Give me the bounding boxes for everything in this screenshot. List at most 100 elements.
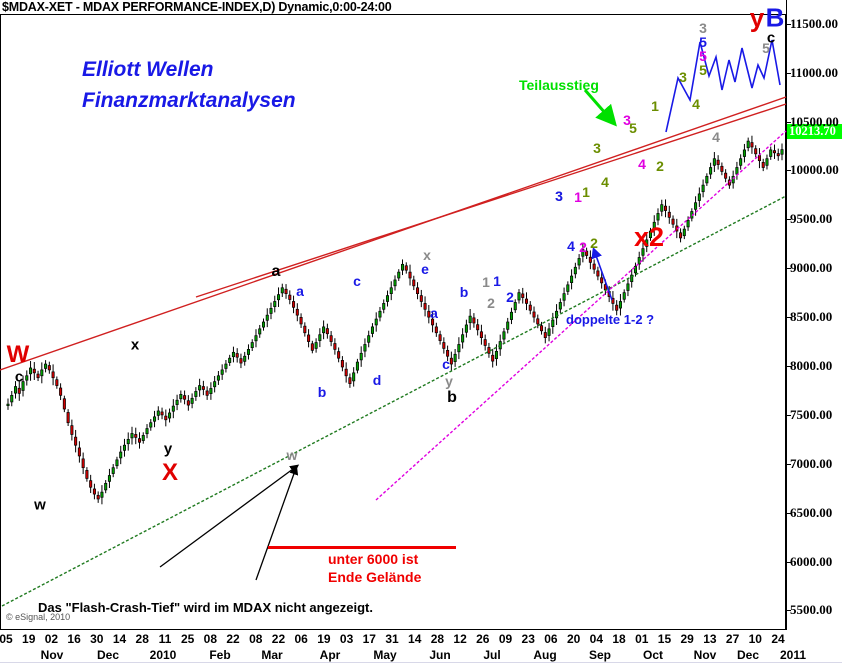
date-tick-day: 12 [453, 632, 467, 646]
wave-label: 5 [699, 48, 707, 64]
wave-label: 3 [593, 140, 601, 156]
wave-label: 5 [629, 120, 637, 136]
price-tick-mark [786, 23, 791, 25]
price-tick-mark [786, 463, 791, 465]
wave-label: 3 [679, 69, 687, 85]
date-tick-month: Jul [483, 648, 501, 662]
price-tick-label: 9000.00 [790, 260, 833, 276]
red-divider-bar [268, 546, 456, 549]
date-tick-day: 26 [476, 632, 490, 646]
date-tick-month: Oct [642, 648, 664, 662]
wave-label: X [161, 459, 179, 486]
date-tick-month: Dec [96, 648, 120, 662]
date-tick-day: 25 [180, 632, 195, 646]
wave-label: a [296, 283, 304, 299]
date-tick-day: 14 [408, 632, 422, 646]
price-tick-mark [786, 414, 791, 416]
copyright-notice: © eSignal, 2010 [6, 612, 71, 622]
wave-label: 2 [487, 295, 495, 311]
wave-label: 2 [579, 239, 587, 255]
wave-label: e [421, 261, 429, 277]
price-tick-mark [786, 610, 791, 612]
wave-label: 5 [762, 40, 770, 56]
price-tick-label: 7000.00 [790, 455, 833, 471]
wave-label: 1 [651, 98, 659, 114]
date-tick-month: Nov [40, 648, 64, 662]
price-tick-label: 10500.00 [790, 113, 839, 129]
date-tick-month: Aug [533, 648, 557, 662]
wave-label: c [14, 368, 24, 386]
date-tick-month: Jun [429, 648, 451, 662]
wave-label: c [766, 29, 776, 47]
date-tick-month: 2011 [779, 648, 807, 662]
wave-label: x [423, 247, 431, 263]
wave-label: 2 [506, 289, 514, 305]
brand-line-2: Finanzmarktanalysen [82, 89, 296, 112]
date-tick-day: 27 [725, 632, 740, 646]
annotation-flash-crash: Das "Flash-Crash-Tief" wird im MDAX nich… [38, 600, 373, 615]
wave-label: y [749, 2, 765, 33]
price-tick-mark [786, 268, 791, 270]
wave-label: 3 [555, 188, 563, 204]
date-tick-day: 08 [249, 632, 263, 646]
wave-label: 3 [623, 112, 631, 128]
price-tick-label: 8500.00 [790, 309, 833, 325]
date-tick-month: Sep [588, 648, 612, 662]
brand-line-1: Elliott Wellen [82, 58, 214, 81]
price-tick-label: 6500.00 [790, 504, 833, 520]
wave-label: y [163, 440, 173, 458]
date-tick-day: 13 [703, 632, 717, 646]
annotation-teilausstieg: Teilausstieg [519, 77, 599, 93]
date-tick-day: 19 [22, 632, 36, 646]
price-tick-mark [786, 317, 791, 319]
wave-label: W [6, 341, 30, 368]
price-tick-mark [786, 121, 791, 123]
wave-label: 4 [692, 96, 700, 112]
wave-label: x [130, 336, 140, 354]
date-tick-day: 23 [521, 632, 535, 646]
wave-label: 1 [482, 274, 490, 290]
date-tick-month: Dec [736, 648, 760, 662]
date-tick-month: Apr [319, 648, 341, 662]
date-tick-day: 22 [271, 632, 286, 646]
wave-label: 3 [555, 188, 563, 204]
date-tick-day: 04 [589, 632, 604, 646]
price-tick-mark [786, 72, 791, 74]
price-tick-mark [786, 561, 791, 563]
date-tick-day: 11 [158, 632, 172, 646]
axis-divider-bottom [0, 662, 842, 663]
date-tick-month: Nov [693, 648, 717, 662]
wave-label: 3 [699, 20, 707, 36]
wave-label: 4 [567, 238, 575, 254]
wave-label: a [430, 305, 438, 321]
date-tick-day: 28 [430, 632, 445, 646]
price-tick-label: 7500.00 [790, 406, 833, 422]
date-tick-day: 17 [362, 632, 376, 646]
price-tick-label: 11000.00 [790, 64, 839, 80]
annotation-doppelte-1-2: doppelte 1-2 ? [566, 312, 655, 327]
date-tick-day: 30 [90, 632, 104, 646]
wave-label: w [286, 447, 298, 463]
price-tick-label: 5500.00 [790, 602, 833, 618]
date-tick-day: 15 [657, 632, 672, 646]
wave-label: 2 [656, 158, 664, 174]
wave-label: b [459, 284, 469, 300]
wave-label: 4 [601, 174, 609, 190]
annotation-ende-gelaende: Ende Gelände [328, 569, 422, 585]
date-tick-day: 31 [385, 632, 399, 646]
date-tick-month: Mar [261, 648, 283, 662]
date-tick-day: 20 [566, 632, 581, 646]
date-tick-day: 19 [317, 632, 331, 646]
wave-label: c [353, 273, 361, 289]
date-tick-day: 03 [339, 632, 354, 646]
wave-label: 2 [590, 235, 598, 251]
wave-label: 4 [712, 129, 720, 145]
wave-label: 4 [638, 156, 646, 172]
wave-label: b [317, 384, 327, 400]
date-tick-day: 08 [203, 632, 218, 646]
date-tick-day: 01 [635, 632, 649, 646]
wave-label: d [372, 372, 382, 388]
date-tick-day: 06 [544, 632, 558, 646]
wave-label: a [271, 263, 281, 280]
